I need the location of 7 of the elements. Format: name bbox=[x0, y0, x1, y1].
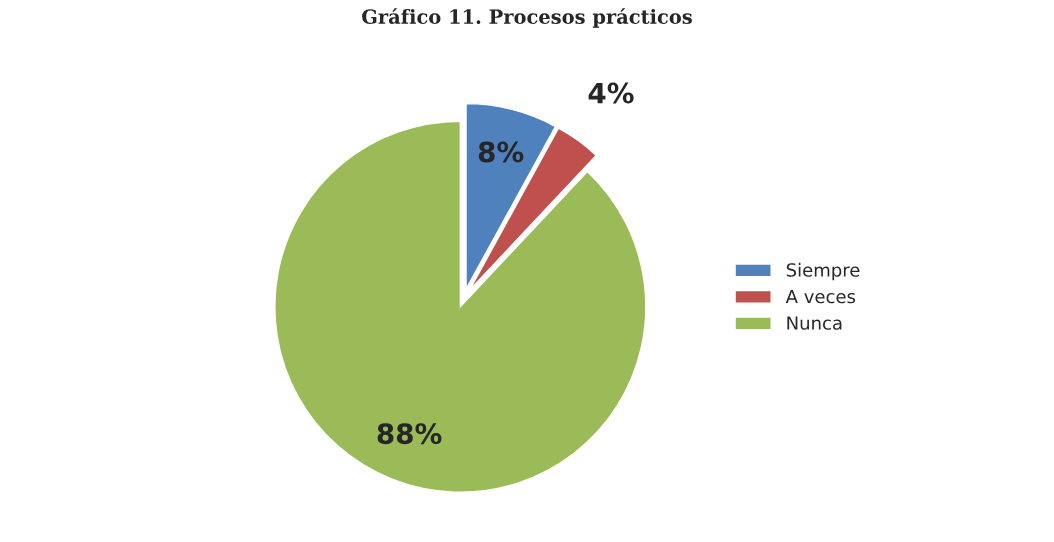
legend-label: Siempre bbox=[786, 262, 860, 281]
data-label: 8% bbox=[478, 141, 524, 163]
chart-title: Gráfico 11. Procesos prácticos bbox=[362, 8, 692, 28]
legend-label: Nunca bbox=[787, 316, 842, 330]
data-label: 88% bbox=[377, 423, 442, 445]
legend-label: A veces bbox=[785, 289, 856, 304]
data-label: 4% bbox=[588, 82, 634, 104]
